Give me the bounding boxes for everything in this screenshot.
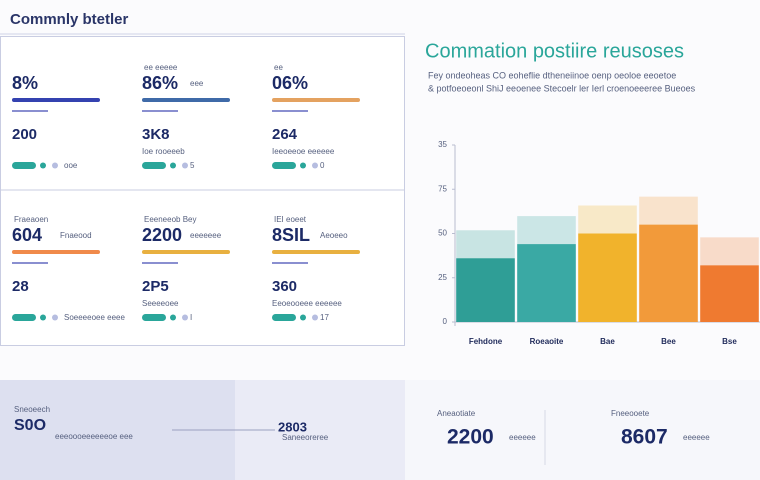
card-sublabel: Ieeoeeoe eeeeee	[272, 147, 335, 156]
bottom-value: 2803	[278, 419, 307, 434]
y-tick-label: 75	[438, 184, 447, 193]
bar	[700, 265, 759, 322]
card-sublabel: ooe	[64, 161, 78, 170]
progress-dot	[312, 314, 318, 321]
card-note: Fnaeood	[60, 231, 92, 240]
progress-dot	[182, 314, 188, 321]
bar	[456, 258, 515, 322]
card-bar-secondary	[272, 262, 308, 264]
card-label: IEI eoeet	[274, 215, 307, 224]
y-tick-label: 0	[443, 317, 448, 326]
x-tick-label: Bse	[722, 337, 737, 346]
card-value: 06%	[272, 73, 308, 93]
progress-dot	[300, 314, 306, 321]
progress-dot	[40, 162, 46, 169]
card-value: 86%	[142, 73, 178, 93]
y-tick-label: 25	[438, 273, 447, 282]
header-title: Commnly btetler	[10, 11, 129, 28]
bottom-label: Saneeoreree	[282, 433, 329, 442]
y-tick-label: 50	[438, 229, 447, 238]
card-value2: 3K8	[142, 126, 170, 143]
x-tick-label: Bee	[661, 337, 676, 346]
bottom-card-label: Aneaotiate	[437, 409, 476, 418]
card-value: 8%	[12, 73, 38, 93]
card-value2: 264	[272, 126, 298, 143]
card-label: ee	[274, 63, 283, 72]
card-value: 2200	[142, 225, 182, 245]
progress	[12, 162, 36, 169]
card-sublabel: Eeoeooeee eeeeee	[272, 299, 342, 308]
progress-dot	[170, 314, 176, 321]
progress-dot	[300, 162, 306, 169]
bottom-card-value: 8607	[621, 426, 668, 449]
progress	[272, 314, 296, 321]
card-value2: 28	[12, 278, 29, 295]
progress-dot	[40, 314, 46, 321]
card-note: eeeeeee	[190, 231, 222, 240]
card-value2: 200	[12, 126, 37, 143]
bottom-card-value: 2200	[447, 426, 494, 449]
card-bar	[12, 98, 100, 102]
card-bar-secondary	[12, 262, 48, 264]
card-bar	[142, 98, 230, 102]
bottom-note: eeeoooeeeeeeoe eee	[55, 432, 133, 441]
card-bar	[12, 250, 100, 254]
bottom-card-note: eeeeee	[683, 433, 710, 442]
card-sublabel: Soeeeeoee eeee	[64, 313, 126, 322]
card-bar-secondary	[142, 262, 178, 264]
x-tick-label: Fehdone	[469, 337, 503, 346]
card-label: ee eeeee	[144, 63, 178, 72]
card-sublabel: Ioe rooeeeb	[142, 147, 185, 156]
card-note2: 5	[190, 161, 195, 170]
progress	[142, 314, 166, 321]
bar	[517, 244, 576, 322]
bottom-label: Sneoeech	[14, 405, 50, 414]
card-sublabel: Seeeeoee	[142, 299, 179, 308]
x-tick-label: Bae	[600, 337, 615, 346]
bottom-value: S0O	[14, 417, 46, 434]
progress	[142, 162, 166, 169]
card-value: 8SIL	[272, 225, 310, 245]
card-value2: 360	[272, 278, 297, 295]
card-bar-secondary	[142, 110, 178, 112]
bottom-card-label: Fneeooete	[611, 409, 650, 418]
card-value2: 2P5	[142, 278, 169, 295]
progress-dot	[312, 162, 318, 169]
card-note2: I	[190, 313, 192, 322]
card-note: Aeoeeo	[320, 231, 348, 240]
card-value: 604	[12, 225, 42, 245]
y-tick-label: 35	[438, 140, 447, 149]
card-note2: 17	[320, 313, 329, 322]
x-tick-label: Roeaoite	[530, 337, 564, 346]
panel-title: Commation postiire reusoses	[425, 40, 684, 62]
progress-dot	[182, 162, 188, 169]
card-label: Eeeneeob Bey	[144, 215, 197, 224]
panel-subtitle: & potfoeoeonl ShiJ eeoenee Stecoelr ler …	[428, 83, 696, 93]
bar	[578, 233, 637, 322]
progress	[272, 162, 296, 169]
card-bar-secondary	[12, 110, 48, 112]
card-label: Fraeaoen	[14, 215, 48, 224]
card-note2: 0	[320, 161, 325, 170]
progress-dot	[52, 314, 58, 321]
bottom-right	[405, 380, 760, 480]
panel-subtitle: Fey ondeoheas CO eoheflie dtheneiinoe oe…	[428, 70, 676, 80]
card-bar	[272, 250, 360, 254]
kpi-panel	[0, 36, 405, 346]
card-bar	[142, 250, 230, 254]
bar	[639, 224, 698, 322]
card-note: eee	[190, 79, 204, 88]
card-bar	[272, 98, 360, 102]
progress	[12, 314, 36, 321]
card-bar-secondary	[272, 110, 308, 112]
bottom-card-note: eeeeee	[509, 433, 536, 442]
progress-dot	[52, 162, 58, 169]
progress-dot	[170, 162, 176, 169]
